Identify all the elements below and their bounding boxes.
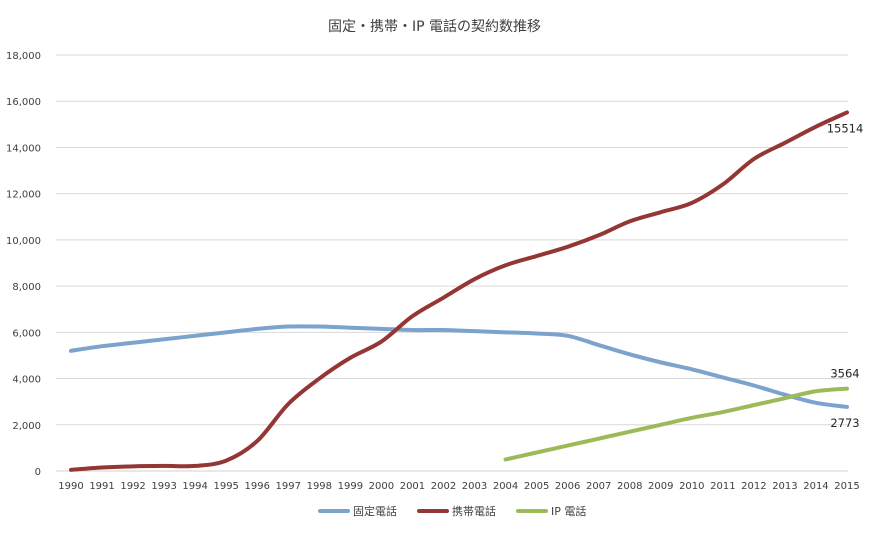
data-label: 2773 bbox=[830, 416, 859, 430]
x-tick-label: 1993 bbox=[151, 481, 176, 492]
x-tick-label: 2006 bbox=[555, 481, 580, 492]
chart-title: 固定・携帯・IP 電話の契約数推移 bbox=[328, 18, 541, 35]
series-line-2 bbox=[69, 110, 849, 472]
data-label-layer: 15514 3564 2773 bbox=[827, 121, 864, 429]
x-tick-label: 2014 bbox=[803, 481, 828, 492]
x-tick-label: 2009 bbox=[648, 481, 673, 492]
y-tick-label: 4,000 bbox=[12, 375, 41, 386]
x-tick-label: 1991 bbox=[89, 481, 114, 492]
legend: 固定電話 携帯電話 IP 電話 bbox=[318, 504, 586, 518]
legend-label: 固定電話 bbox=[353, 504, 397, 518]
x-tick-label: 2010 bbox=[679, 481, 704, 492]
grid-layer bbox=[56, 54, 848, 472]
x-tick-label: 2005 bbox=[524, 481, 549, 492]
series-line-1 bbox=[69, 324, 849, 409]
data-label: 3564 bbox=[830, 367, 859, 381]
y-tick-label: 12,000 bbox=[6, 190, 41, 201]
y-tick-label: 0 bbox=[35, 467, 41, 478]
x-tick-label: 1996 bbox=[245, 481, 270, 492]
y-tick-label: 18,000 bbox=[6, 51, 41, 62]
x-tick-label: 2007 bbox=[586, 481, 611, 492]
legend-item-1: 固定電話 bbox=[318, 504, 397, 518]
x-tick-label: 1997 bbox=[276, 481, 301, 492]
x-tick-label: 2008 bbox=[617, 481, 642, 492]
x-tick-label: 1998 bbox=[307, 481, 332, 492]
x-tick-label: 2000 bbox=[369, 481, 394, 492]
x-tick-label: 2004 bbox=[493, 481, 518, 492]
x-tick-label: 2002 bbox=[431, 481, 456, 492]
x-tick-label: 2012 bbox=[741, 481, 766, 492]
legend-item-2: 携帯電話 bbox=[417, 504, 496, 518]
x-tick-label: 2003 bbox=[462, 481, 487, 492]
legend-item-3: IP 電話 bbox=[516, 504, 586, 518]
legend-label: 携帯電話 bbox=[452, 504, 496, 518]
x-tick-label: 2015 bbox=[834, 481, 859, 492]
x-tick-label: 2001 bbox=[400, 481, 425, 492]
y-tick-label: 6,000 bbox=[12, 328, 41, 339]
x-tick-label: 1992 bbox=[120, 481, 145, 492]
x-tick-label: 2011 bbox=[710, 481, 735, 492]
y-tick-label: 2,000 bbox=[12, 421, 41, 432]
x-tick-label: 2013 bbox=[772, 481, 797, 492]
data-label: 15514 bbox=[827, 121, 864, 135]
y-tick-label: 10,000 bbox=[6, 236, 41, 247]
axis-layer: 0 2,000 4,000 6,000 8,000 10,000 12,000 14,000 1… bbox=[6, 51, 860, 492]
y-tick-label: 16,000 bbox=[6, 97, 41, 108]
legend-label: IP 電話 bbox=[551, 504, 586, 518]
x-tick-label: 1995 bbox=[213, 481, 238, 492]
x-tick-label: 1999 bbox=[338, 481, 363, 492]
series-layer bbox=[69, 110, 849, 472]
x-tick-label: 1994 bbox=[182, 481, 207, 492]
y-tick-label: 14,000 bbox=[6, 143, 41, 154]
series-line-3 bbox=[503, 386, 849, 462]
y-tick-label: 8,000 bbox=[12, 282, 41, 293]
x-tick-label: 1990 bbox=[58, 481, 83, 492]
